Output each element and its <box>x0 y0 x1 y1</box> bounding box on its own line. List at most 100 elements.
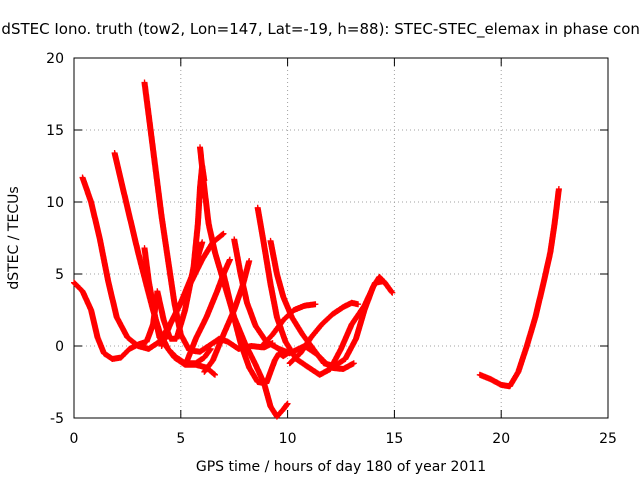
data-point <box>549 251 551 253</box>
x-axis-label: GPS time / hours of day 180 of year 2011 <box>196 459 486 475</box>
data-point <box>517 371 519 373</box>
data-point <box>111 358 114 360</box>
data-point <box>342 306 344 308</box>
x-tick-label: 0 <box>70 431 79 447</box>
data-point <box>99 237 101 239</box>
data-point <box>203 371 205 373</box>
data-point <box>276 273 278 275</box>
data-point <box>304 305 306 307</box>
data-point <box>229 259 231 261</box>
y-tick-label: 0 <box>55 339 64 355</box>
data-point <box>269 240 272 242</box>
series-15 <box>259 301 319 349</box>
x-tick-labels: 0 5 10 15 20 25 <box>70 431 617 447</box>
data-point <box>96 336 99 338</box>
series-5 <box>141 245 218 378</box>
data-point <box>160 215 163 217</box>
data-point <box>284 341 287 343</box>
data-point <box>554 223 556 225</box>
data-point <box>254 325 257 327</box>
data-point <box>331 313 334 315</box>
data-point <box>282 296 284 298</box>
series-11 <box>220 271 293 387</box>
data-point <box>278 348 280 350</box>
data-point <box>479 374 481 376</box>
data-point <box>301 333 304 336</box>
data-point <box>154 165 156 167</box>
data-point <box>250 345 252 347</box>
data-point <box>227 341 229 343</box>
data-point <box>81 290 84 292</box>
data-point <box>237 348 240 350</box>
data-point <box>222 233 225 235</box>
data-point <box>203 356 205 359</box>
data-point <box>222 333 225 336</box>
axis-ticks <box>73 57 609 419</box>
data-point <box>246 302 248 304</box>
data-point <box>265 382 267 385</box>
data-point <box>340 348 342 350</box>
data-point <box>248 367 250 369</box>
data-point <box>269 283 272 285</box>
data-point <box>276 316 278 318</box>
data-point <box>233 238 235 241</box>
data-point <box>214 251 216 253</box>
data-point <box>205 316 208 318</box>
data-point <box>137 345 139 347</box>
data-point <box>342 368 344 370</box>
data-point <box>120 179 122 181</box>
data-point <box>257 381 259 383</box>
data-point <box>321 323 323 325</box>
data-point <box>385 283 387 285</box>
data-point <box>73 282 75 284</box>
data-point <box>299 352 302 354</box>
data-series <box>71 79 562 420</box>
data-point <box>207 345 210 347</box>
data-point <box>319 374 321 376</box>
plot-frame <box>73 57 609 419</box>
data-point <box>351 323 353 325</box>
x-tick-label: 10 <box>279 431 297 447</box>
data-point <box>269 405 272 408</box>
data-point <box>291 316 293 318</box>
data-point <box>278 352 280 354</box>
data-point <box>526 345 528 347</box>
chart-title: dSTEC Iono. truth (tow2, Lon=147, Lat=-1… <box>1 20 640 39</box>
data-point <box>314 303 316 305</box>
data-point <box>293 309 295 311</box>
data-point <box>214 374 216 376</box>
data-point <box>216 290 218 292</box>
data-point <box>248 260 250 262</box>
data-point <box>489 378 492 380</box>
y-tick-label: 5 <box>55 267 64 283</box>
y-tick-label: 10 <box>46 195 64 211</box>
series-13 <box>254 204 396 378</box>
data-point <box>244 342 246 344</box>
data-point <box>310 336 312 338</box>
data-point <box>282 408 284 410</box>
data-point <box>90 309 92 311</box>
y-tick-label: 20 <box>46 51 64 67</box>
y-tick-labels: -5 0 5 10 15 20 <box>46 51 64 427</box>
data-point <box>272 333 274 336</box>
data-point <box>165 345 167 347</box>
data-point <box>143 81 146 84</box>
data-point <box>195 338 197 340</box>
data-point <box>254 364 257 366</box>
data-point <box>158 336 161 338</box>
data-point <box>154 316 156 318</box>
x-tick-label: 20 <box>492 431 510 447</box>
data-point <box>287 403 289 405</box>
data-point <box>282 319 284 321</box>
data-point <box>240 342 242 344</box>
data-point <box>156 290 158 292</box>
data-point <box>180 302 182 304</box>
data-point <box>391 292 393 294</box>
data-point <box>212 359 214 361</box>
data-point <box>152 323 154 325</box>
data-point <box>184 364 186 366</box>
data-point <box>148 280 150 282</box>
data-point <box>199 146 201 148</box>
series-16 <box>286 299 362 367</box>
data-point <box>355 338 357 340</box>
